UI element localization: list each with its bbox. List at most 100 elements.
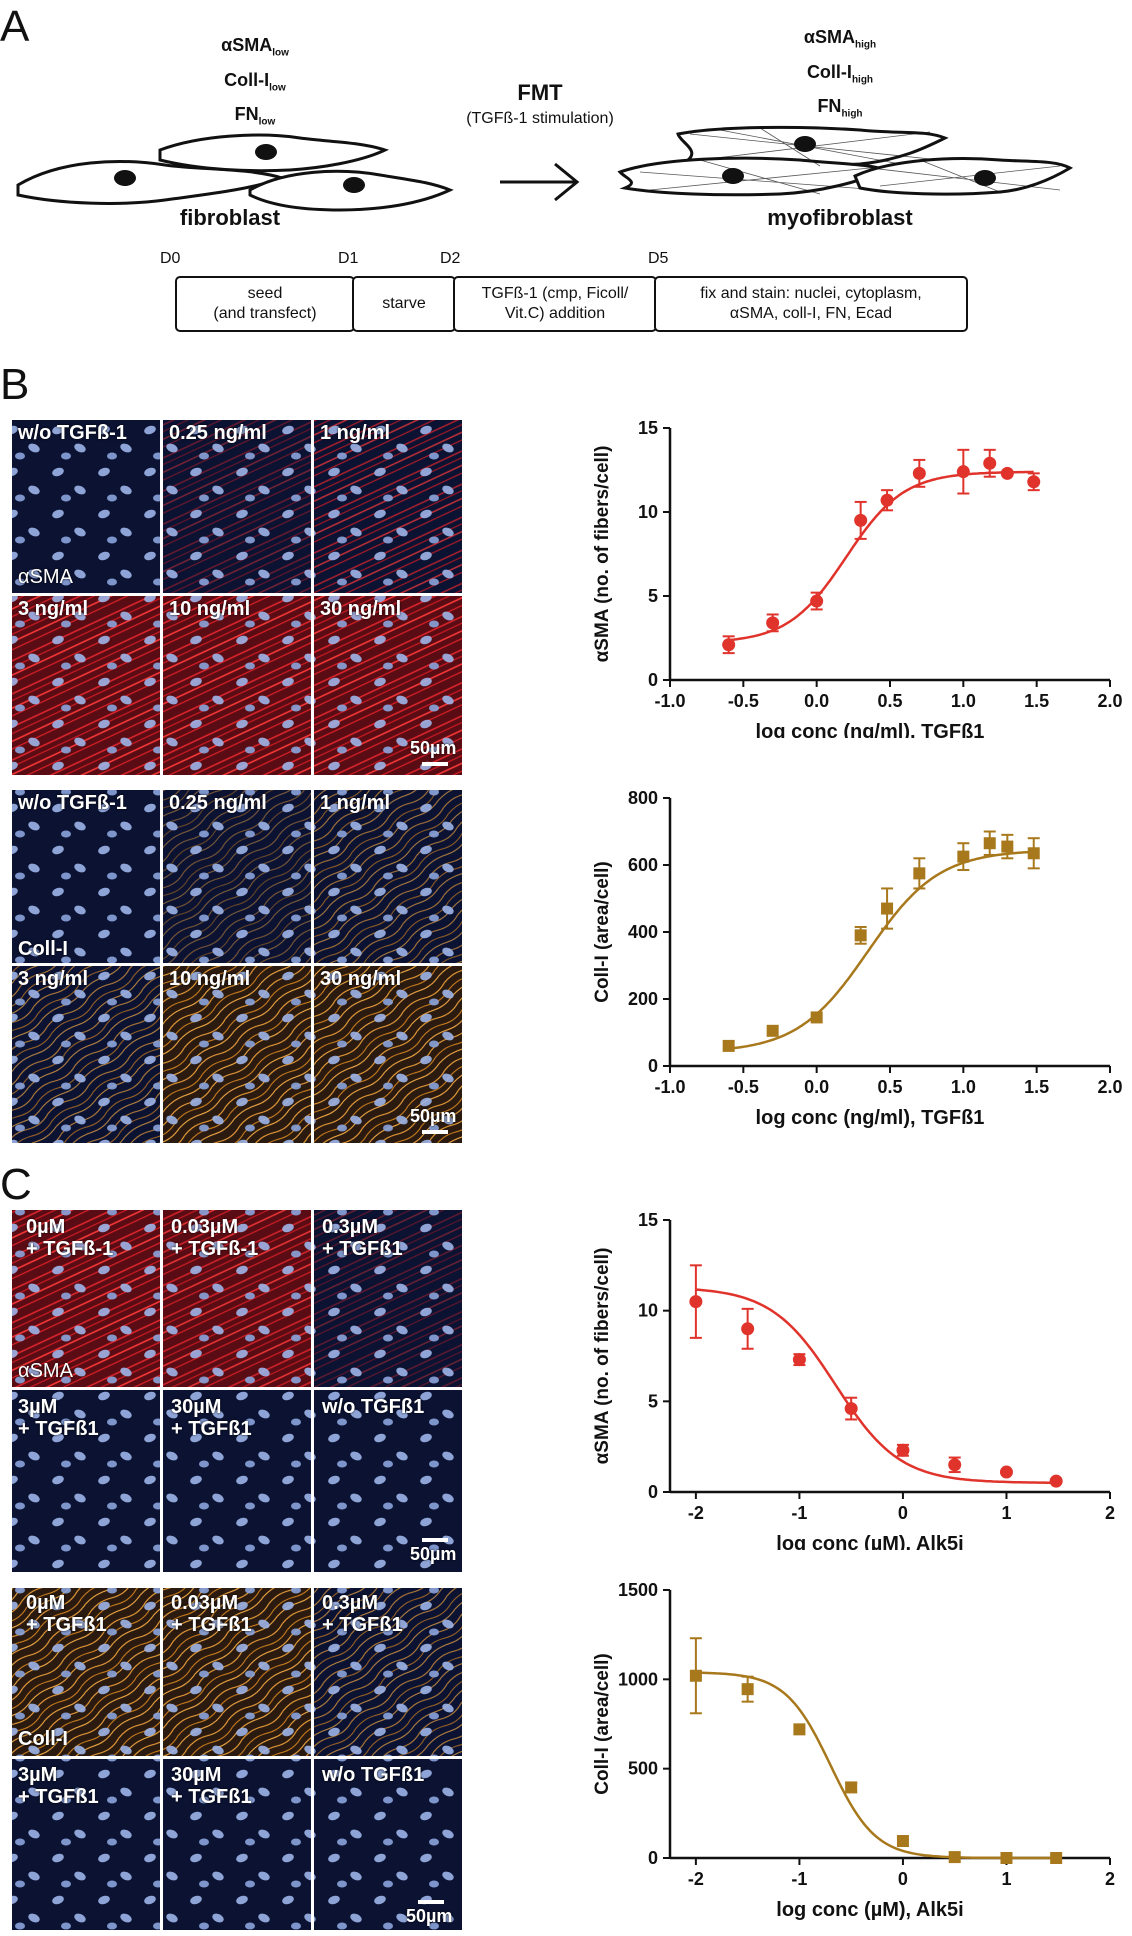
b_coll-y-tick-label: 800 [628, 788, 658, 808]
b-coll-stain-label: Coll-I [18, 938, 68, 960]
b_sma-data-point [766, 616, 780, 630]
b_sma-y-tick-label: 15 [638, 418, 658, 438]
b_sma-data-point [1027, 475, 1041, 489]
c_coll-x-axis-label: log conc (µM), Alk5i [776, 1899, 963, 1921]
c_sma-x-tick-label: -2 [688, 1503, 704, 1523]
c-coll-label-3: 3µM + TGFß1 [18, 1764, 99, 1808]
c-sma-label-1: 0.03µM + TGFß-1 [171, 1216, 259, 1260]
c-coll-label-2: 0.3µM + TGFß1 [322, 1592, 403, 1636]
b_coll-x-tick-label: 1.0 [951, 1077, 976, 1097]
fmt-title: FMT [517, 80, 563, 105]
b_coll-x-tick-label: -1.0 [654, 1077, 685, 1097]
b-sma-grid [12, 420, 462, 775]
b_coll-data-point [913, 867, 926, 880]
timeline-step-fix-stain: fix and stain: nuclei, cytoplasm, αSMA, c… [654, 276, 968, 332]
b-sma-label-2: 1 ng/ml [320, 422, 391, 444]
c_sma-data-point [844, 1402, 858, 1416]
c_sma-x-tick-label: -1 [791, 1503, 807, 1523]
c-coll-label-4: 30µM + TGFß1 [171, 1764, 252, 1808]
c_coll-y-tick-label: 1500 [618, 1580, 658, 1600]
day-label-5: D5 [648, 250, 669, 267]
b_coll-x-tick-label: 1.5 [1024, 1077, 1049, 1097]
b_sma-data-point [722, 638, 736, 652]
b_sma-data-point [854, 513, 868, 527]
c-coll-scalebar: 50µm [406, 1906, 453, 1926]
c_sma-data-point [948, 1458, 962, 1472]
b_sma-data-point [983, 456, 997, 470]
c_sma-y-tick-label: 15 [638, 1210, 658, 1230]
b_coll-data-point [983, 837, 996, 850]
b_coll-x-tick-label: 2.0 [1097, 1077, 1122, 1097]
b_coll-data-point [1027, 847, 1040, 860]
c_coll-data-point [1050, 1852, 1063, 1864]
b_sma-x-tick-label: 0.5 [877, 691, 902, 711]
b_sma-data-point [880, 493, 894, 507]
b-coll-label-0: w/o TGFß-1 [18, 792, 127, 814]
c_coll-data-point [689, 1669, 702, 1682]
b_sma-data-point [1000, 466, 1014, 480]
b-coll-label-4: 10 ng/ml [169, 968, 251, 990]
c_coll-y-tick-label: 500 [628, 1759, 658, 1779]
c_coll-data-point [896, 1835, 909, 1848]
c-sma-label-5: w/o TGFß1 [322, 1396, 425, 1418]
b_coll-y-tick-label: 600 [628, 855, 658, 875]
b-sma-stain-label: αSMA [18, 566, 73, 588]
c_sma-x-tick-label: 1 [1001, 1503, 1011, 1523]
b-coll-grid [12, 790, 462, 1143]
b_sma-data-point [956, 465, 970, 479]
c-sma-label-3: 3µM + TGFß1 [18, 1396, 99, 1440]
b_coll-x-tick-label: 0.0 [804, 1077, 829, 1097]
timeline-step-addition: TGFß-1 (cmp, Ficoll/Vit.C) addition [453, 276, 657, 332]
b_coll-data-point [854, 929, 867, 942]
b_sma-x-tick-label: 1.5 [1024, 691, 1049, 711]
panel-letter-a: A [0, 2, 30, 51]
b-coll-label-1: 0.25 ng/ml [169, 792, 267, 814]
c_sma-x-tick-label: 2 [1105, 1503, 1115, 1523]
b_sma-data-point [912, 466, 926, 480]
b_coll-x-tick-label: -0.5 [728, 1077, 759, 1097]
c_coll-x-tick-label: 2 [1105, 1869, 1115, 1889]
b_sma-x-tick-label: 0.0 [804, 691, 829, 711]
day-label-2: D2 [440, 250, 461, 267]
c-coll-grid [12, 1588, 462, 1930]
b-coll-label-5: 30 ng/ml [320, 968, 402, 990]
b_coll-data-point [722, 1039, 735, 1052]
b_coll-fit-curve [728, 850, 1034, 1050]
b-sma-label-0: w/o TGFß-1 [18, 422, 127, 444]
c_sma-x-tick-label: 0 [898, 1503, 908, 1523]
c_coll-y-axis-label: Coll-I (area/cell) [592, 1653, 613, 1795]
c-coll-label-0: 0µM + TGFß1 [26, 1592, 107, 1636]
b_sma-x-tick-label: 2.0 [1097, 691, 1122, 711]
b-sma-label-3: 3 ng/ml [18, 598, 89, 620]
b_coll-data-point [810, 1011, 823, 1024]
c-sma-grid [12, 1210, 462, 1572]
c-coll-label-5: w/o TGFß1 [322, 1764, 425, 1786]
c-coll-stain-label: Coll-I [18, 1728, 68, 1750]
b_coll-y-axis-label: Coll-I (area/cell) [592, 861, 613, 1003]
b_coll-data-point [1001, 840, 1014, 853]
panel-letter-b: B [0, 360, 30, 409]
c_sma-data-point [896, 1443, 910, 1457]
c_coll-x-tick-label: 0 [898, 1869, 908, 1889]
b_coll-data-point [957, 850, 970, 863]
c_sma-y-tick-label: 10 [638, 1301, 658, 1321]
c-coll-label-1: 0.03µM + TGFß1 [171, 1592, 252, 1636]
b-coll-label-3: 3 ng/ml [18, 968, 89, 990]
c_coll-data-point [741, 1683, 754, 1696]
b-coll-scalebar: 50µm [410, 1106, 457, 1126]
chart-c-coll: -2 -1 0 1 2 0 500 1000 1500 log conc (µM), Alk5i C… [592, 1580, 1115, 1921]
b_sma-y-axis-label: αSMA (no. of fibers/cell) [592, 446, 613, 663]
c_sma-data-point [689, 1295, 703, 1309]
c_sma-data-point [999, 1465, 1013, 1479]
b_sma-x-tick-label: -1.0 [654, 691, 685, 711]
c_coll-x-tick-label: -1 [791, 1869, 807, 1889]
c_sma-y-tick-label: 0 [648, 1482, 658, 1502]
b_coll-x-tick-label: 0.5 [877, 1077, 902, 1097]
c_sma-x-axis-label: log conc (µM), Alk5i [776, 1533, 963, 1550]
myofibroblast-label: myofibroblast [767, 205, 913, 230]
c_sma-fit-curve [695, 1288, 1057, 1484]
b_sma-y-tick-label: 5 [648, 586, 658, 606]
b_coll-y-tick-label: 200 [628, 989, 658, 1009]
c_coll-data-point [845, 1781, 858, 1794]
